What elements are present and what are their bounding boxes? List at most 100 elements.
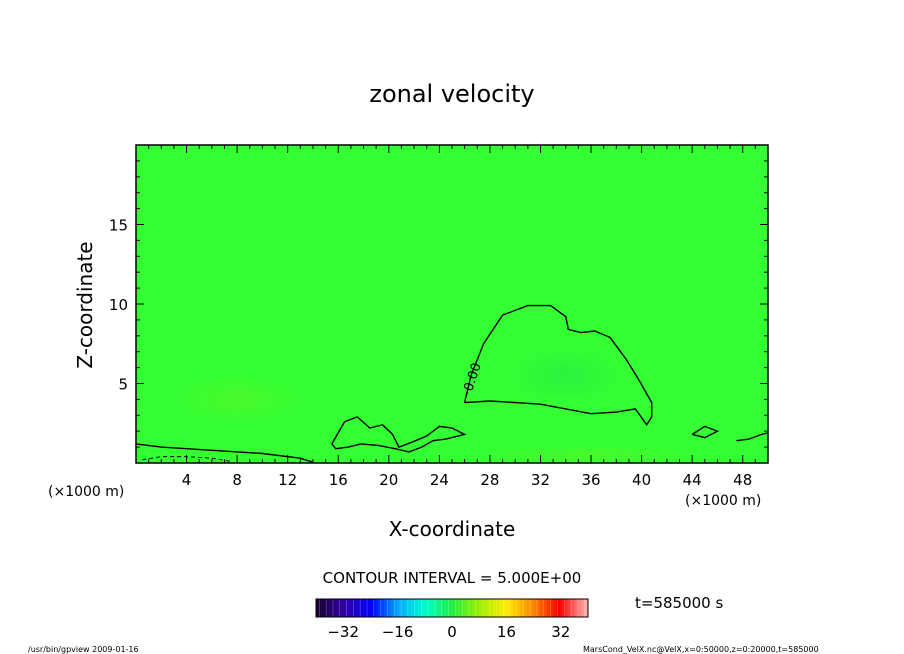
- x-tick-label: 20: [379, 471, 398, 489]
- colorbar-cell: [428, 599, 432, 617]
- y-axis-ticks: 5 10 15: [109, 144, 768, 464]
- x-tick-label: 4: [182, 471, 192, 489]
- colorbar-tick-labels: −32 −16 0 16 32: [327, 623, 570, 641]
- colorbar-cell: [329, 599, 334, 617]
- colorbar-cell: [509, 599, 514, 617]
- footer-left-text: /usr/bin/gpview 2009-01-16: [28, 645, 139, 654]
- y-tick-label: 10: [109, 296, 128, 314]
- x-unit-label-left: (×1000 m): [48, 484, 124, 500]
- colorbar-cell: [414, 599, 419, 617]
- x-tick-label: 8: [232, 471, 242, 489]
- colorbar-cell: [339, 599, 344, 617]
- colorbar-cell: [326, 599, 330, 617]
- colorbar-cell: [530, 599, 534, 617]
- colorbar-frame: [315, 598, 589, 618]
- x-tick-label: 24: [430, 471, 449, 489]
- chart-title: zonal velocity: [369, 80, 534, 108]
- colorbar-tick-label: −32: [327, 623, 359, 641]
- colorbar-cell: [577, 599, 582, 617]
- colorbar-cell: [554, 599, 558, 617]
- colorbar: [316, 599, 589, 617]
- colorbar-cell: [458, 599, 463, 617]
- colorbar-cell: [346, 599, 351, 617]
- colorbar-cell: [475, 599, 480, 617]
- colorbar-cell: [516, 599, 521, 617]
- y-tick-label: 5: [118, 376, 128, 394]
- x-tick-label: 16: [329, 471, 348, 489]
- colorbar-cell: [390, 599, 395, 617]
- colorbar-cell: [543, 599, 548, 617]
- colorbar-cell: [367, 599, 371, 617]
- colorbar-cell: [377, 599, 381, 617]
- colorbar-cell: [424, 599, 429, 617]
- colorbar-cell: [373, 599, 378, 617]
- colorbar-cell: [380, 599, 385, 617]
- colorbar-cell: [370, 599, 375, 617]
- colorbar-cell: [363, 599, 368, 617]
- colorbar-cell: [584, 599, 589, 617]
- colorbar-cell: [336, 599, 341, 617]
- x-tick-label: 28: [480, 471, 499, 489]
- colorbar-cell: [581, 599, 585, 617]
- colorbar-cell: [333, 599, 337, 617]
- colorbar-cell: [540, 599, 545, 617]
- colorbar-cell: [489, 599, 494, 617]
- zero-contour-line: [691, 425, 720, 439]
- colorbar-tick-label: 16: [497, 623, 516, 641]
- shading-patch: [505, 345, 626, 406]
- colorbar-cell: [394, 599, 398, 617]
- colorbar-cell: [503, 599, 507, 617]
- colorbar-cell: [322, 599, 327, 617]
- colorbar-tick-label: −16: [382, 623, 414, 641]
- x-tick-label: 32: [531, 471, 550, 489]
- colorbar-cell: [404, 599, 409, 617]
- colorbar-cell: [574, 599, 579, 617]
- colorbar-cell: [452, 599, 456, 617]
- colorbar-cell: [343, 599, 347, 617]
- colorbar-cell: [537, 599, 541, 617]
- colorbar-cell: [533, 599, 538, 617]
- colorbar-cell: [356, 599, 361, 617]
- colorbar-cell: [360, 599, 364, 617]
- time-label: t=585000 s: [635, 594, 723, 612]
- colorbar-cell: [492, 599, 497, 617]
- colorbar-cell: [462, 599, 466, 617]
- colorbar-cell: [557, 599, 562, 617]
- colorbar-cell: [526, 599, 531, 617]
- colorbar-cell: [401, 599, 405, 617]
- colorbar-cell: [455, 599, 460, 617]
- colorbar-tick-label: 0: [447, 623, 457, 641]
- x-tick-label: 44: [683, 471, 702, 489]
- colorbar-cell: [482, 599, 487, 617]
- colorbar-cell: [560, 599, 565, 617]
- colorbar-cell: [571, 599, 575, 617]
- x-unit-label-right: (×1000 m): [685, 493, 761, 509]
- zero-contour-line: [736, 432, 769, 442]
- colorbar-cell: [506, 599, 511, 617]
- colorbar-cell: [384, 599, 388, 617]
- colorbar-cell: [472, 599, 477, 617]
- colorbar-cell: [499, 599, 504, 617]
- colorbar-cell: [411, 599, 415, 617]
- colorbar-cell: [319, 599, 324, 617]
- zero-contour-line: [463, 304, 653, 427]
- colorbar-cell: [520, 599, 524, 617]
- colorbar-cell: [513, 599, 517, 617]
- colorbar-cell: [523, 599, 528, 617]
- colorbar-cell: [397, 599, 402, 617]
- y-axis-label: Z-coordinate: [73, 241, 97, 368]
- colorbar-cell: [547, 599, 551, 617]
- colorbar-cell: [421, 599, 426, 617]
- colorbar-cell: [486, 599, 490, 617]
- colorbar-cell: [496, 599, 500, 617]
- x-tick-label: 40: [632, 471, 651, 489]
- colorbar-cell: [479, 599, 483, 617]
- shading-patch: [167, 374, 308, 425]
- x-axis-label: X-coordinate: [389, 517, 516, 541]
- colorbar-cell: [465, 599, 470, 617]
- colorbar-cell: [435, 599, 439, 617]
- colorbar-cell: [353, 599, 358, 617]
- zero-contour-line: [331, 416, 467, 453]
- colorbar-cell: [469, 599, 473, 617]
